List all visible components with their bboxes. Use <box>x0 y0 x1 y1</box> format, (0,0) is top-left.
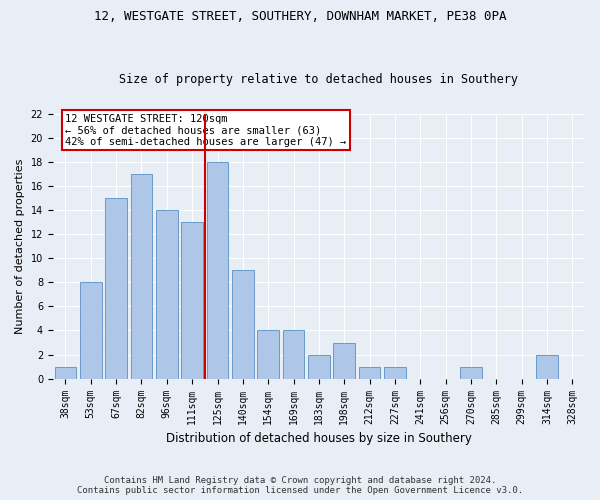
Text: 12, WESTGATE STREET, SOUTHERY, DOWNHAM MARKET, PE38 0PA: 12, WESTGATE STREET, SOUTHERY, DOWNHAM M… <box>94 10 506 23</box>
Bar <box>207 162 228 378</box>
Bar <box>536 354 558 378</box>
Bar <box>359 366 380 378</box>
Bar <box>334 342 355 378</box>
Bar <box>181 222 203 378</box>
Bar <box>257 330 279 378</box>
Bar <box>460 366 482 378</box>
Text: 12 WESTGATE STREET: 120sqm
← 56% of detached houses are smaller (63)
42% of semi: 12 WESTGATE STREET: 120sqm ← 56% of deta… <box>65 114 347 147</box>
Bar <box>106 198 127 378</box>
Text: Contains HM Land Registry data © Crown copyright and database right 2024.
Contai: Contains HM Land Registry data © Crown c… <box>77 476 523 495</box>
Bar <box>283 330 304 378</box>
Y-axis label: Number of detached properties: Number of detached properties <box>15 158 25 334</box>
Bar <box>156 210 178 378</box>
Bar <box>232 270 254 378</box>
Bar <box>308 354 329 378</box>
Bar <box>55 366 76 378</box>
Bar <box>80 282 101 378</box>
Bar <box>384 366 406 378</box>
X-axis label: Distribution of detached houses by size in Southery: Distribution of detached houses by size … <box>166 432 472 445</box>
Title: Size of property relative to detached houses in Southery: Size of property relative to detached ho… <box>119 73 518 86</box>
Bar <box>131 174 152 378</box>
